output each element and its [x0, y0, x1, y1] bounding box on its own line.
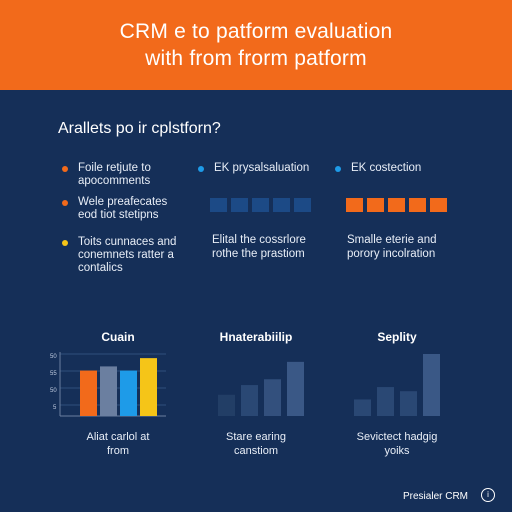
tick-label: 5 — [53, 405, 57, 411]
caption-line: from — [107, 445, 129, 457]
caption-line: Aliat carlol at — [86, 431, 150, 443]
item-text: Wele preafecates — [78, 196, 168, 208]
item-text: apocomments — [78, 175, 151, 187]
square-row-orange — [346, 198, 447, 212]
caption-line: canstiom — [233, 445, 279, 457]
indicator-square — [210, 198, 227, 212]
bar-1 — [80, 370, 97, 416]
indicator-square — [409, 198, 426, 212]
note-line: rothe the prastiom — [212, 248, 305, 260]
note-line: Smalle eterie and — [347, 234, 437, 246]
indicator-square — [388, 198, 405, 212]
caption-line: Sevictect hadgig — [356, 431, 438, 443]
caption-line: Stare earing — [226, 431, 286, 443]
bar-3 — [264, 379, 281, 416]
indicator-square — [430, 198, 447, 212]
caption-line: yoiks — [384, 445, 410, 457]
chart-3 — [354, 354, 440, 416]
bars — [218, 361, 304, 416]
heading-text: EK prysalsaluation — [214, 162, 310, 174]
bar-2 — [377, 387, 394, 416]
bar-1 — [354, 399, 371, 416]
chart-1-caption: Aliat carlol at from — [53, 430, 183, 458]
column-heading: EK prysalsaluation — [198, 162, 309, 175]
chart-1-title: Cuain — [101, 330, 135, 344]
column-1: Foile retjute to apocomments Wele preafe… — [62, 162, 176, 275]
title-line-1: CRM e to patform evaluation — [119, 20, 393, 43]
list-item: Foile retjute to apocomments — [62, 162, 176, 188]
chart-2-caption: Stare earing canstiom — [191, 430, 321, 458]
tick-label: 50 — [50, 354, 57, 360]
list-item: Wele preafecates eod tiot stetipns — [62, 196, 176, 222]
item-text: conemnets ratter a — [78, 249, 174, 261]
indicator-square — [252, 198, 269, 212]
note-line: Elital the cossrlore — [212, 234, 306, 246]
bullet-icon — [62, 200, 68, 206]
chart-1: 50 55 50 5 — [50, 352, 166, 417]
column-2-note: Elital the cossrlore rothe the prastiom — [212, 233, 306, 261]
list-item: Toits cunnaces and conemnets ratter a co… — [62, 236, 176, 275]
column-3: EK costection — [335, 162, 421, 175]
bullet-icon — [62, 166, 68, 172]
item-text: Foile retjute to — [78, 162, 151, 174]
chart-2 — [218, 361, 304, 416]
item-text: Toits cunnaces and — [78, 236, 177, 248]
bars — [80, 358, 157, 416]
bars — [354, 354, 440, 416]
bar-4 — [423, 354, 440, 416]
indicator-square — [273, 198, 290, 212]
bar-4 — [287, 361, 304, 416]
column-heading: EK costection — [335, 162, 421, 175]
column-2: EK prysalsaluation — [198, 162, 309, 175]
indicator-square — [231, 198, 248, 212]
bar-2 — [100, 366, 117, 416]
indicator-square — [367, 198, 384, 212]
tick-label: 55 — [50, 371, 57, 377]
indicator-square — [346, 198, 363, 212]
section-subtitle: Arallets po ir cplstforn? — [58, 120, 221, 137]
bar-1 — [218, 394, 235, 416]
item-text: eod tiot stetipns — [78, 209, 159, 221]
bar-4 — [140, 358, 157, 416]
column-3-note: Smalle eterie and porory incolration — [347, 233, 437, 261]
tick-label: 50 — [50, 388, 57, 394]
bar-3 — [120, 370, 137, 416]
square-row-blue — [210, 198, 311, 212]
heading-text: EK costection — [351, 162, 422, 174]
chart-3-caption: Sevictect hadgig yoiks — [332, 430, 462, 458]
note-line: porory incolration — [347, 248, 436, 260]
title-line-2: with from frorm patform — [145, 47, 367, 70]
chart-2-title: Hnaterabiilip — [219, 330, 293, 344]
bullet-icon — [198, 166, 204, 172]
bar-3 — [400, 391, 417, 416]
footer-brand: Presialer CRM — [403, 491, 469, 502]
header-banner: CRM e to patform evaluation with from fr… — [0, 0, 512, 90]
bar-2 — [241, 385, 258, 416]
info-circle-icon[interactable]: i — [481, 488, 495, 502]
bullet-icon — [335, 166, 341, 172]
indicator-square — [294, 198, 311, 212]
item-text: contalics — [78, 262, 123, 274]
bullet-icon — [62, 240, 68, 246]
chart-3-title: Seplity — [377, 330, 417, 344]
